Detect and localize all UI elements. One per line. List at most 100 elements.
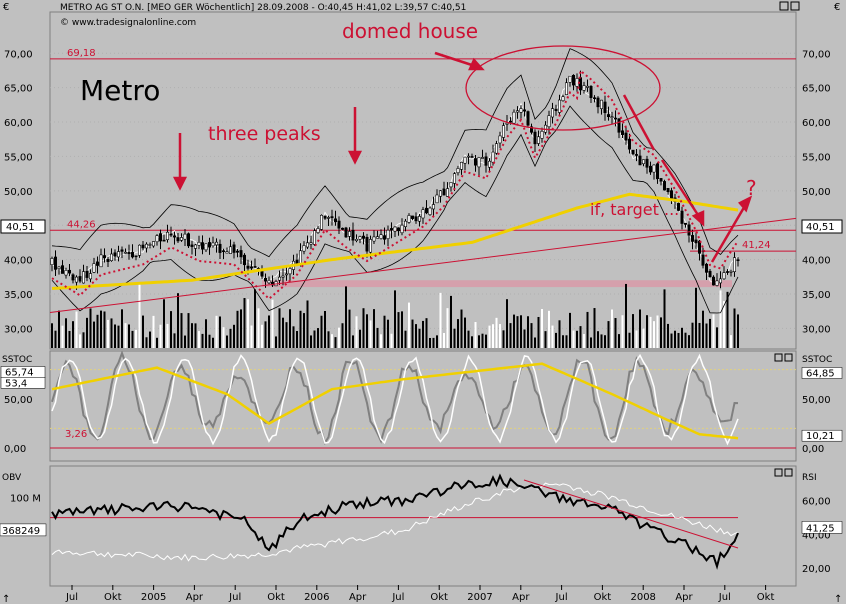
domed-house-ellipse [465,45,661,131]
volume-bar [502,330,505,348]
candle-body [323,215,327,219]
obv-close-icon[interactable] [784,468,793,477]
x-tick-label: Jul [391,592,404,603]
sstoc-value-left: 3,26 [65,429,87,440]
volume-bar [380,334,382,348]
candle-body [417,216,421,222]
x-tick-label: Jul [555,592,568,603]
candle-body [449,182,453,188]
candle-body [204,243,208,251]
volume-bar [698,322,701,348]
volume-bar [327,331,330,348]
candle-body [169,233,173,236]
candle-body [197,241,201,246]
candle-body [358,236,362,240]
candle-body [96,261,100,266]
volume-bar [495,317,498,348]
candle-body [603,101,607,113]
volume-bar [278,308,281,348]
volume-bar [548,310,550,348]
price-panel: © www.tradesignalonline.com 70,00 65,00 60… [0,11,843,350]
level-label: 41,24 [742,240,771,251]
candle-body [344,227,348,238]
candle-body [166,231,170,240]
candle-body [400,224,404,234]
candle-body [159,233,163,242]
candle-body [473,158,477,166]
volume-bar [614,318,617,348]
close-icon[interactable] [790,1,800,11]
candle-body [173,235,177,238]
x-tick-label: Okt [104,592,122,603]
volume-bar [530,323,533,348]
candle-body [498,135,502,144]
volume-bar [201,333,204,348]
candle-body [508,120,512,123]
price-ytick-left: 60,00 [4,118,33,129]
candle-body [732,257,736,272]
volume-bar [674,330,676,348]
volume-bar [649,316,652,348]
rsi-ytick: 60,00 [802,497,831,508]
candle-body [687,224,691,236]
volume-bar [145,337,148,348]
maximize-icon[interactable] [779,1,789,11]
price-ytick-right: 65,00 [802,84,831,95]
sstoc-close-icon[interactable] [784,353,793,362]
candle-body [624,132,628,141]
obv-maximize-icon[interactable] [774,468,783,477]
price-ytick-left: 50,00 [4,187,33,198]
volume-bar [89,308,92,348]
candle-body [145,243,149,249]
volume-bar [730,335,732,348]
arrow-head-peak-1 [172,176,188,191]
volume-bar [373,309,375,348]
x-tick-label: Apr [186,592,204,603]
sstoc-ytick-right: 0,00 [802,444,824,455]
volume-bar [250,325,253,348]
arrow-head-up [738,195,753,213]
candle-body [547,115,551,128]
price-candles [50,70,740,290]
volume-bar [474,322,477,348]
volume-bar [180,313,183,348]
candle-body [407,215,411,223]
x-tick-label: Jul [228,592,241,603]
volume-bar [390,333,393,348]
x-tick-label: Okt [594,592,612,603]
candle-body [438,190,442,197]
volume-bar [72,321,74,348]
candle-body [459,161,463,170]
sstoc-maximize-icon[interactable] [774,353,783,362]
candle-body [452,173,456,184]
candle-body [53,256,57,270]
candle-body [529,126,533,133]
candle-body [610,116,614,118]
candle-body [92,263,96,273]
volume-bar [93,321,95,348]
candle-body [340,227,344,230]
volume-bar [429,337,431,348]
sstoc-fast-line [51,350,739,446]
volume-bar [320,315,323,348]
obv-labels: 60,00 40,00 20,00 100 M 368249 41,25 [0,493,843,575]
volume-bar [621,315,624,348]
obv-value-tag [0,523,47,537]
candle-body [480,157,484,159]
candle-body [736,259,740,262]
volume-bar [663,289,666,348]
parabolic-sar-dots [51,68,739,301]
scroll-up-icon[interactable]: ↑ [2,594,10,604]
volume-bar [261,324,263,348]
volume-bar [583,333,585,348]
volume-bar [355,316,358,348]
volume-bar [558,320,561,348]
domed-house-annotation: domed house [342,19,478,43]
candle-body [270,281,274,286]
volume-bar [121,309,123,348]
volume-bar [586,311,589,348]
scroll-up-right-icon[interactable]: ↑ [834,594,842,604]
candle-body [141,244,145,249]
candle-body [620,130,624,135]
price-ytick-left: 40,00 [4,256,33,267]
